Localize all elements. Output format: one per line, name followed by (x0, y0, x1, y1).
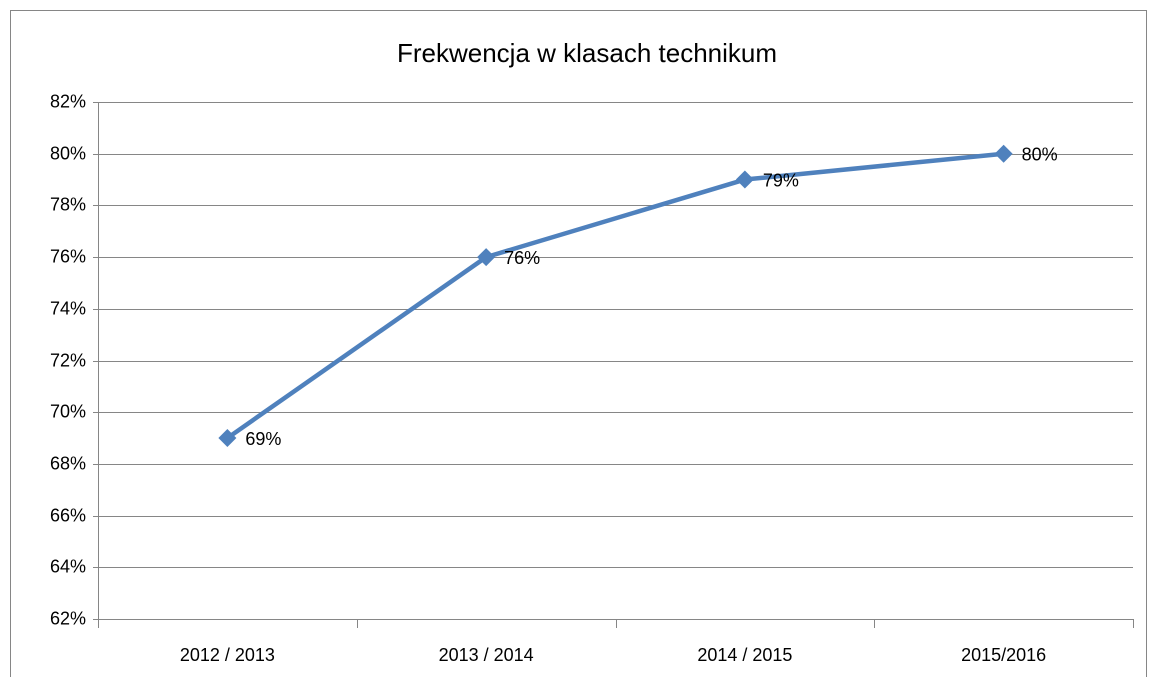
data-label: 79% (763, 170, 799, 190)
data-label: 69% (245, 429, 281, 449)
data-label: 76% (504, 248, 540, 268)
data-label: 80% (1022, 144, 1058, 164)
y-tick-label: 68% (50, 453, 86, 473)
data-point (994, 144, 1013, 163)
data-point (735, 170, 754, 189)
data-point (218, 429, 237, 448)
x-tick-label: 2015/2016 (961, 645, 1046, 665)
y-tick-label: 82% (50, 91, 86, 111)
y-tick-label: 78% (50, 194, 86, 214)
x-tick-label: 2012 / 2013 (180, 645, 275, 665)
data-line (226, 151, 1004, 440)
chart-title: Frekwencja w klasach technikum (397, 38, 777, 68)
y-tick-label: 70% (50, 401, 86, 421)
y-tick-label: 76% (50, 246, 86, 266)
y-tick-label: 74% (50, 298, 86, 318)
x-tick-label: 2014 / 2015 (697, 645, 792, 665)
y-tick-label: 80% (50, 143, 86, 163)
y-tick-label: 62% (50, 608, 86, 628)
y-tick-label: 72% (50, 350, 86, 370)
chart-border (10, 10, 1147, 677)
data-point (477, 248, 496, 267)
x-tick-label: 2013 / 2014 (439, 645, 534, 665)
y-tick-label: 64% (50, 556, 86, 576)
y-tick-label: 66% (50, 505, 86, 525)
